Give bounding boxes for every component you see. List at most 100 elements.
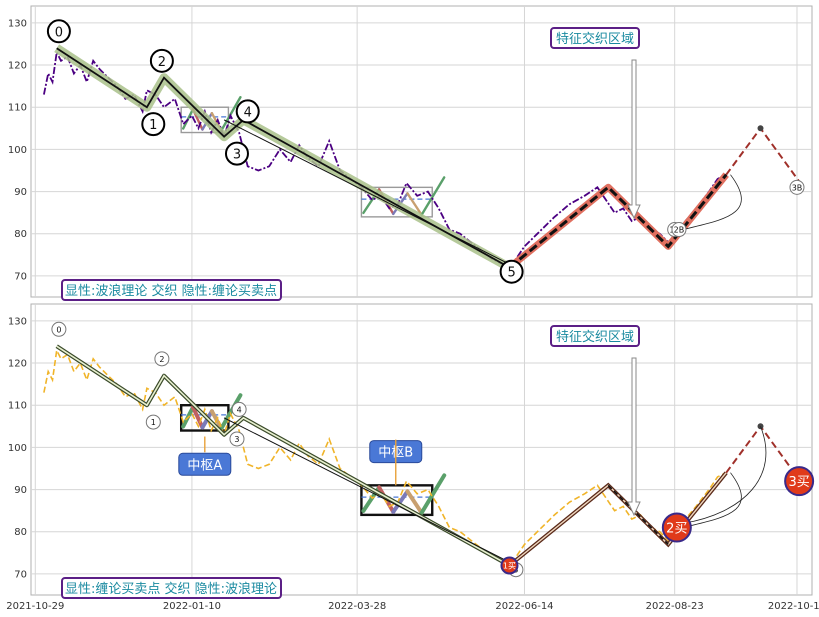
bottom-y-tick-label: 100 [8, 443, 27, 454]
bottom-y-tick-label: 120 [8, 359, 27, 370]
top-y-tick-label: 80 [14, 229, 27, 240]
top-wave-label: 3 [233, 148, 241, 163]
top-wave-label-circle [235, 99, 260, 124]
bottom-forecast-arc [683, 472, 742, 528]
bottom-forecast-path [683, 423, 805, 528]
top-trend-line [223, 119, 517, 268]
top-caption-box: 显性:波浪理论 交织 隐性:缠论买卖点 [61, 279, 282, 301]
buy-point-circle [661, 512, 692, 543]
bottom-wave-label: 0 [56, 325, 61, 334]
top-wave-label-circle [671, 222, 687, 238]
bottom-y-tick-label: 90 [14, 485, 27, 496]
bottom-price-series [43, 347, 727, 567]
bottom-trend-line [223, 417, 517, 566]
bottom-zone-stroke [419, 473, 447, 515]
top-wave-label-circle [789, 179, 805, 195]
x-axis-ticks: 2021-10-29 2022-01-10 2022-03-28 2022-06-14… [6, 601, 819, 612]
top-wave-label-circle [141, 112, 166, 137]
bottom-wave-label-circle [51, 321, 67, 337]
bottom-wave-label-circle [145, 414, 161, 430]
top-zone-stroke [406, 192, 423, 217]
top-swing-legs [507, 172, 729, 271]
buy-point-label: 1买 [503, 561, 516, 570]
top-zone-stroke [220, 96, 242, 132]
buy-point-label: 3买 [788, 475, 809, 490]
top-y-tick-label: 90 [14, 187, 27, 198]
bottom-forecast-peak [757, 423, 764, 430]
bottom-zone-label-box [178, 452, 232, 476]
top-y-tick-label: 110 [8, 103, 27, 114]
bottom-wave-line [56, 345, 510, 567]
bottom-y-tick-label: 110 [8, 401, 27, 412]
bottom-zone-stroke [190, 405, 205, 430]
bottom-grid [31, 304, 812, 595]
bottom-zone-stroke [391, 489, 410, 514]
top-wave-label: 2B [674, 226, 685, 235]
x-tick-label: 2022-03-28 [328, 601, 386, 612]
bottom-y-tick-label: 70 [14, 569, 27, 580]
buy-point-circle [784, 466, 815, 497]
top-wave-label-circle [499, 259, 524, 284]
bottom-y-tick-label: 130 [8, 316, 27, 327]
top-wave-label: 4 [244, 105, 252, 120]
top-wave-label: 0 [55, 25, 63, 40]
bottom-wave-label: 4 [237, 405, 242, 414]
top-wave-structure [54, 44, 517, 272]
bottom-caption-text: 显性:缠论买卖点 交织 隐性:波浪理论 [65, 581, 277, 597]
x-tick-label: 2022-06-14 [495, 601, 553, 612]
x-tick-label: 2021-10-29 [6, 601, 64, 612]
bottom-wave-label-circle [231, 401, 247, 417]
top-plot-frame [30, 5, 813, 298]
bottom-wave-label-circle [229, 431, 245, 447]
bottom-wave-label: 2 [159, 355, 164, 364]
top-annotation-arrow [627, 59, 641, 220]
bottom-wave-structure [55, 344, 517, 568]
top-wave-label-circle [149, 48, 174, 73]
top-wave-label: 2 [158, 55, 166, 70]
top-wave-label: 5 [507, 266, 515, 281]
top-y-tick-label: 120 [8, 61, 27, 72]
top-zone-stroke [181, 108, 195, 130]
top-y-tick-label: 100 [8, 145, 27, 156]
bottom-zone-label: 中枢A [187, 458, 222, 473]
top-y-tick-label: 130 [8, 18, 27, 29]
bottom-annotation-arrow [627, 357, 641, 517]
top-forecast-arc [683, 174, 742, 230]
bottom-buy-points: 1买 2买 3买 [500, 466, 815, 575]
top-annotation-text: 特征交织区域 [556, 31, 634, 47]
top-caption-text: 显性:波浪理论 交织 隐性:缠论买卖点 [65, 283, 277, 299]
top-wave-label-circle [224, 141, 249, 166]
top-wave-label: 1 [149, 118, 157, 133]
bottom-wave-label-circle [154, 351, 170, 367]
top-forecast-path [683, 125, 805, 230]
bottom-price-line [43, 347, 727, 567]
bottom-y-tick-label: 80 [14, 527, 27, 538]
bottom-caption-box: 显性:缠论买卖点 交织 隐性:波浪理论 [61, 577, 282, 599]
x-tick-label: 2022-01-10 [163, 601, 221, 612]
bottom-wave-label: 3 [234, 435, 239, 444]
top-swing-line [508, 173, 728, 269]
bottom-annotation-text: 特征交织区域 [556, 329, 634, 345]
bottom-forecast-arc2 [683, 426, 767, 524]
x-tick-label: 2022-10-19 [768, 601, 819, 612]
top-wave-labels: 0123451B2B3B [46, 19, 805, 284]
bottom-zone-box [360, 484, 434, 517]
bottom-zone-stroke [405, 489, 424, 515]
bottom-annotation-box: 特征交织区域 [550, 325, 640, 347]
top-annotation-box: 特征交织区域 [550, 27, 640, 49]
top-wave-label-circle [46, 19, 71, 44]
bottom-y-ticks: 70 80 90 100 110 120 130 [8, 316, 27, 580]
top-zone-box [360, 186, 433, 218]
top-zone-stroke [420, 176, 446, 217]
bottom-swing-legs [508, 471, 728, 568]
x-tick-label: 2022-08-23 [646, 601, 704, 612]
top-forecast-peak [757, 125, 764, 132]
buy-point-label: 2买 [666, 522, 687, 537]
top-wave-label: 3B [792, 183, 803, 192]
top-y-ticks: 70 80 90 100 110 120 130 [8, 18, 27, 282]
bottom-swing-dash [607, 484, 669, 545]
bottom-wave-label: 1 [151, 418, 156, 427]
